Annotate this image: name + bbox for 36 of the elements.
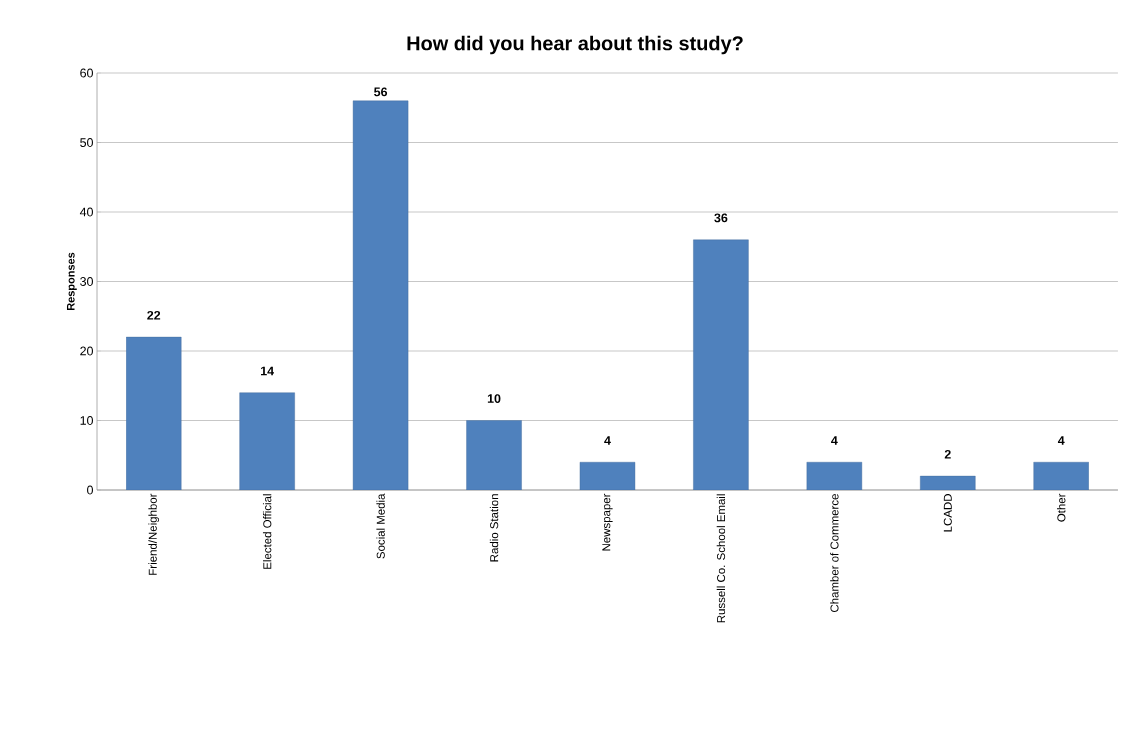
bar — [1033, 462, 1089, 491]
data-label: 4 — [604, 436, 611, 445]
data-label: 14 — [261, 366, 275, 376]
bar — [920, 475, 976, 491]
x-tick-label: Chamber of Commerce — [830, 494, 839, 613]
y-tick-label: 20 — [80, 346, 93, 356]
x-tick-label: Social Media — [376, 493, 385, 559]
data-label: 4 — [831, 436, 838, 445]
y-tick-label: 0 — [87, 485, 93, 495]
data-label: 22 — [147, 310, 161, 320]
y-tick-label: 50 — [80, 138, 93, 147]
x-tick-label: Other — [1057, 493, 1066, 522]
x-tick-label: LCADD — [943, 494, 952, 532]
data-label: 4 — [1057, 436, 1065, 445]
bar — [693, 239, 749, 491]
bar — [806, 462, 863, 491]
x-tick-label: Russell Co. School Email — [716, 494, 726, 623]
y-tick-label: 30 — [80, 277, 93, 286]
x-tick-label: Radio Station — [489, 494, 499, 562]
bar — [352, 100, 409, 491]
x-tick-label: Newspaper — [602, 493, 613, 551]
y-axis-title: Responses — [66, 252, 77, 311]
data-label: 56 — [374, 87, 388, 97]
bar — [466, 420, 522, 491]
y-tick-label: 10 — [80, 416, 93, 425]
x-tick-label: Friend/Neighbor — [148, 493, 160, 575]
bar — [579, 462, 636, 491]
bar — [239, 392, 295, 491]
bar — [126, 336, 182, 491]
chart-title: How did you hear about this study? — [407, 35, 743, 55]
data-label: 10 — [487, 394, 501, 403]
y-tick-label: 40 — [79, 207, 93, 217]
y-tick-label: 60 — [80, 68, 93, 78]
data-label: 2 — [944, 449, 951, 459]
x-tick-label: Elected Official — [262, 494, 272, 569]
data-label: 36 — [714, 213, 728, 223]
